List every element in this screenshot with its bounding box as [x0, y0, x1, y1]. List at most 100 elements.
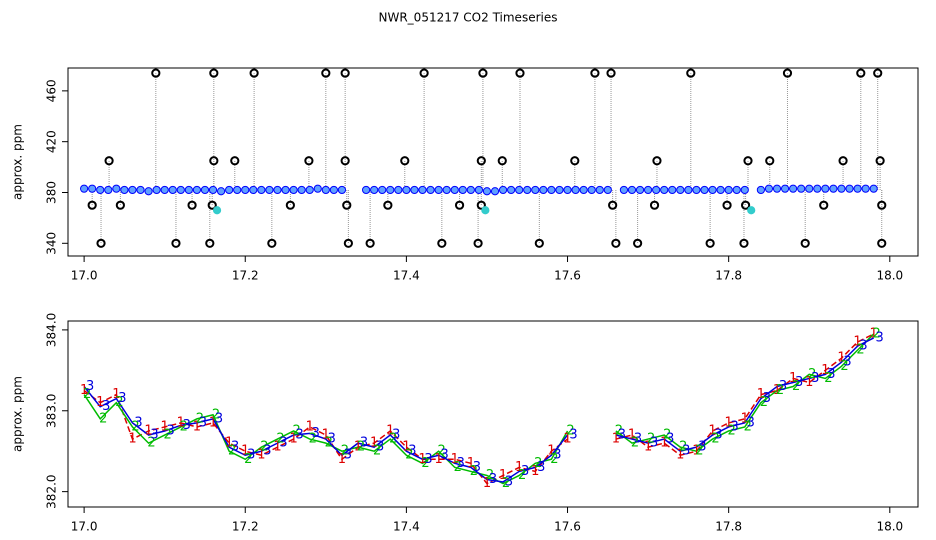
data-point [481, 206, 490, 215]
data-point [233, 185, 242, 195]
data-point [606, 68, 616, 78]
point-marker: 1 [338, 452, 346, 467]
point-marker: 1 [773, 383, 781, 398]
point-marker: 2 [83, 387, 91, 402]
y-tick-label: 382.0 [45, 474, 59, 508]
point-marker: 1 [80, 383, 88, 398]
data-point [838, 156, 848, 166]
point-marker: 1 [676, 448, 684, 463]
point-marker: 2 [292, 423, 300, 438]
data-point [595, 185, 604, 195]
data-point [144, 187, 153, 196]
point-marker: 3 [859, 339, 867, 354]
data-point [643, 185, 653, 195]
point-marker: 1 [177, 415, 185, 430]
data-point [400, 156, 410, 166]
data-point [386, 185, 395, 195]
data-point [329, 185, 338, 195]
point-marker: 2 [873, 326, 881, 341]
data-point [365, 238, 375, 248]
point-marker: 1 [870, 326, 878, 341]
data-point [724, 185, 733, 195]
data-point [192, 185, 202, 195]
data-point [587, 185, 596, 195]
data-point [716, 185, 725, 195]
point-marker: 1 [692, 444, 700, 459]
point-marker: 1 [289, 432, 297, 447]
data-point [686, 68, 696, 78]
data-point [187, 200, 197, 210]
plot-frame [67, 67, 919, 257]
data-point [633, 238, 643, 248]
point-marker: 3 [263, 444, 271, 459]
point-marker: 3 [537, 460, 545, 475]
point-marker: 1 [660, 436, 668, 451]
data-point [555, 185, 564, 195]
point-marker: 2 [131, 419, 139, 434]
data-point [476, 156, 486, 166]
point-marker: 1 [322, 428, 330, 443]
point-marker: 2 [566, 423, 574, 438]
point-marker: 2 [341, 444, 349, 459]
data-point [782, 68, 793, 78]
data-point [853, 184, 862, 193]
point-marker: 3 [795, 375, 803, 390]
data-point [454, 200, 465, 210]
y-axis-label: approx. ppm [11, 376, 25, 452]
point-marker: 3 [505, 474, 513, 489]
data-point [249, 185, 258, 195]
x-tick-label: 18.0 [876, 520, 903, 534]
data-point [747, 206, 756, 215]
point-marker: 1 [708, 423, 716, 438]
data-point [635, 185, 645, 195]
data-point [410, 185, 419, 195]
point-marker: 2 [454, 460, 462, 475]
point-marker: 3 [424, 452, 432, 467]
data-point [474, 185, 484, 195]
point-marker: 1 [483, 476, 491, 491]
point-marker: 2 [808, 367, 816, 382]
data-point [241, 185, 250, 195]
data-point [136, 185, 145, 195]
x-tick-label: 17.0 [71, 269, 98, 283]
data-point [676, 185, 685, 195]
point-marker: 1 [161, 419, 169, 434]
point-marker: 1 [837, 351, 845, 366]
data-point [450, 185, 459, 195]
point-marker: 2 [470, 464, 478, 479]
data-point [579, 185, 588, 195]
data-point [171, 238, 181, 248]
data-point [466, 185, 475, 195]
point-marker: 2 [502, 476, 510, 491]
data-point [265, 185, 274, 195]
x-tick-label: 17.6 [554, 269, 581, 283]
data-point [732, 185, 741, 195]
data-point [225, 185, 234, 195]
data-point [394, 185, 403, 195]
point-marker: 3 [843, 355, 851, 370]
point-marker: 3 [328, 432, 336, 447]
point-marker: 1 [354, 440, 362, 455]
x-tick-label: 17.0 [71, 520, 98, 534]
data-point [184, 185, 193, 195]
point-marker: 3 [199, 415, 207, 430]
point-marker: 3 [376, 440, 384, 455]
data-point [877, 200, 887, 210]
data-point [700, 185, 709, 195]
data-point [649, 200, 660, 210]
point-marker: 2 [212, 407, 220, 422]
point-marker: 1 [515, 460, 523, 475]
series-line [83, 333, 875, 485]
point-marker: 2 [792, 379, 800, 394]
point-marker: 3 [876, 330, 884, 345]
data-point [104, 156, 114, 166]
data-point [845, 184, 854, 193]
point-marker: 1 [306, 419, 314, 434]
data-point [498, 185, 508, 195]
point-marker: 3 [295, 428, 303, 443]
data-point [875, 156, 885, 166]
point-marker: 1 [112, 387, 120, 402]
data-point [780, 184, 790, 193]
point-marker: 3 [698, 440, 706, 455]
point-marker: 3 [392, 428, 400, 443]
